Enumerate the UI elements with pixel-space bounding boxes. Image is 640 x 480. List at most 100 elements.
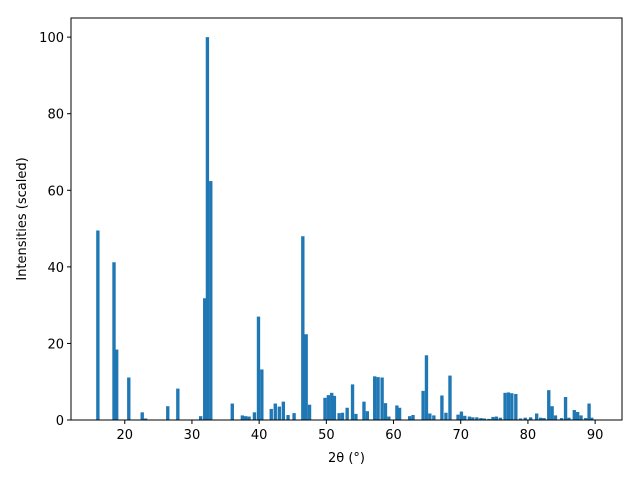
bar	[345, 407, 349, 420]
bar	[362, 401, 366, 420]
bar	[354, 413, 358, 420]
bar	[542, 418, 546, 420]
bar	[166, 406, 170, 420]
y-tick-label: 60	[47, 184, 64, 199]
bar	[269, 408, 273, 420]
x-axis-label: 2θ (°)	[328, 451, 365, 466]
bar	[459, 411, 464, 420]
bar	[407, 416, 412, 420]
bar	[563, 397, 568, 420]
bar	[506, 392, 511, 420]
plot-frame	[70, 17, 623, 421]
bar	[456, 414, 460, 420]
bar	[395, 405, 399, 420]
bar	[304, 334, 308, 420]
bar	[514, 393, 518, 420]
bar	[590, 417, 594, 420]
bar	[475, 417, 479, 420]
bar	[373, 376, 377, 420]
bar	[244, 416, 248, 420]
y-tick-label: 40	[47, 261, 64, 276]
bar	[421, 390, 425, 420]
bar	[260, 369, 264, 420]
bar	[203, 298, 207, 420]
bar	[127, 377, 131, 420]
bar	[277, 406, 281, 420]
bar	[491, 416, 495, 420]
bar	[380, 377, 384, 420]
x-axis-ticks: 20 30 40 50 60 70 80 90	[116, 420, 603, 443]
y-axis-label: Intensities (scaled)	[15, 157, 30, 280]
bar	[553, 415, 558, 420]
bar	[428, 413, 432, 420]
bar	[252, 412, 257, 420]
x-tick-label: 90	[587, 428, 604, 443]
bar	[498, 417, 503, 420]
bar	[494, 416, 499, 420]
bar	[550, 406, 554, 420]
bar	[559, 418, 564, 420]
bar	[247, 416, 251, 420]
bar	[528, 417, 533, 420]
bar	[230, 403, 234, 420]
y-axis-ticks: 0 20 40 60 80 100	[39, 31, 71, 429]
bar	[330, 392, 334, 420]
bar	[112, 262, 116, 420]
bar	[523, 417, 527, 420]
bar	[387, 416, 391, 420]
bar	[479, 418, 483, 420]
bar	[467, 416, 472, 420]
bar	[432, 415, 436, 420]
bar	[240, 415, 245, 420]
bar	[575, 411, 580, 420]
bar	[256, 316, 261, 420]
x-tick-label: 70	[452, 428, 469, 443]
bar	[140, 412, 144, 420]
x-tick-label: 30	[184, 428, 201, 443]
y-tick-label: 20	[47, 337, 64, 352]
bar	[440, 395, 444, 420]
bar	[587, 403, 591, 420]
y-tick-label: 0	[56, 414, 64, 429]
bar	[444, 412, 448, 420]
bar	[337, 413, 341, 420]
bar	[584, 418, 588, 420]
bar	[411, 415, 415, 420]
bar	[115, 349, 119, 420]
bar	[448, 375, 452, 420]
bar	[547, 390, 551, 420]
bars-group	[96, 37, 594, 421]
bar	[286, 415, 290, 420]
bar	[376, 377, 380, 420]
bar	[539, 417, 543, 420]
bar	[482, 418, 486, 420]
y-tick-label: 100	[39, 31, 64, 46]
bar	[205, 37, 210, 421]
bar	[292, 413, 296, 420]
bar	[424, 355, 429, 420]
x-tick-label: 60	[385, 428, 402, 443]
bar	[340, 412, 345, 420]
bar	[365, 411, 370, 420]
bar	[350, 384, 355, 420]
bar	[273, 403, 277, 420]
bar	[326, 395, 331, 420]
y-tick-label: 80	[47, 108, 64, 123]
bar	[510, 393, 514, 420]
bar	[301, 236, 305, 420]
bar	[534, 413, 539, 420]
x-tick-label: 80	[520, 428, 537, 443]
bar	[503, 392, 507, 420]
bar	[487, 418, 491, 420]
bar	[518, 418, 523, 420]
bar	[567, 417, 571, 420]
bar	[143, 418, 148, 420]
bar	[332, 395, 337, 420]
bar	[397, 407, 402, 420]
bar	[572, 410, 576, 420]
x-tick-label: 40	[251, 428, 268, 443]
bar	[579, 415, 583, 420]
bar	[471, 417, 475, 420]
bar	[199, 416, 203, 420]
